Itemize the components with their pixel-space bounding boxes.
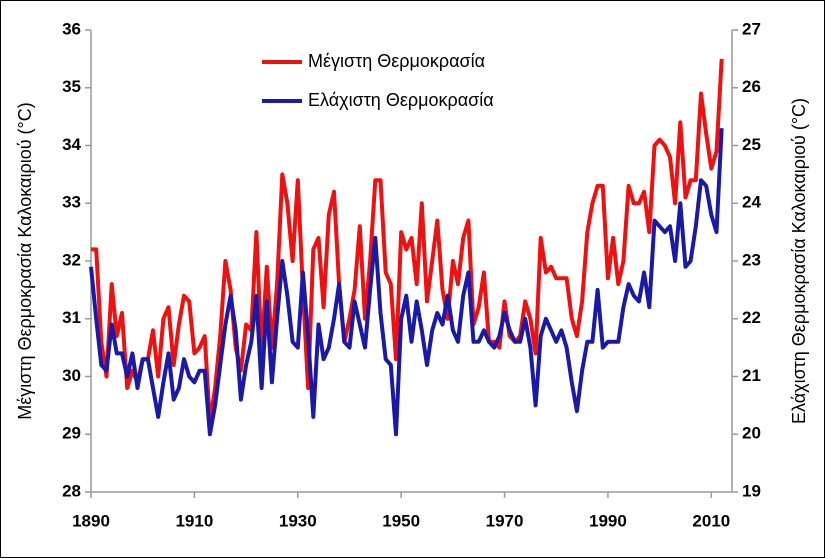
y-tick-label: 36 <box>62 19 81 38</box>
y-tick-label: 31 <box>62 308 81 327</box>
y-tick-label: 29 <box>62 424 81 443</box>
y-tick-label: 32 <box>62 250 81 269</box>
y2-tick-label: 23 <box>742 250 761 269</box>
y-tick-label: 34 <box>62 135 81 154</box>
x-tick-label: 1910 <box>175 511 213 530</box>
y-tick-label: 30 <box>62 366 81 385</box>
y2-tick-label: 24 <box>742 193 761 212</box>
series-line <box>89 128 724 437</box>
x-tick-label: 1990 <box>589 511 627 530</box>
y-tick-label: 35 <box>62 77 81 96</box>
y-tick-label: 28 <box>62 481 81 500</box>
y2-tick-label: 21 <box>742 366 761 385</box>
x-tick-label: 1890 <box>72 511 110 530</box>
y-tick-label: 33 <box>62 193 81 212</box>
y2-tick-label: 22 <box>742 308 761 327</box>
x-tick-label: 1970 <box>486 511 524 530</box>
x-tick-label: 2010 <box>692 511 730 530</box>
y2-tick-label: 19 <box>742 481 761 500</box>
series-line <box>91 58 724 425</box>
y2-tick-label: 20 <box>742 424 761 443</box>
legend-label: Ελάχιστη Θερμοκρασία <box>308 90 494 110</box>
y-axis-label: Μέγιστη Θερμοκρασία Καλοκαιριού (°C) <box>15 102 35 419</box>
y2-axis-label: Ελάχιστη Θερμοκρασία Καλοκαιριού (°C) <box>789 98 809 424</box>
y2-tick-label: 27 <box>742 19 761 38</box>
x-tick-label: 1950 <box>382 511 420 530</box>
legend-label: Μέγιστη Θερμοκρασία <box>308 51 485 71</box>
x-tick-label: 1930 <box>279 511 317 530</box>
y2-tick-label: 26 <box>742 77 761 96</box>
y2-tick-label: 25 <box>742 135 761 154</box>
